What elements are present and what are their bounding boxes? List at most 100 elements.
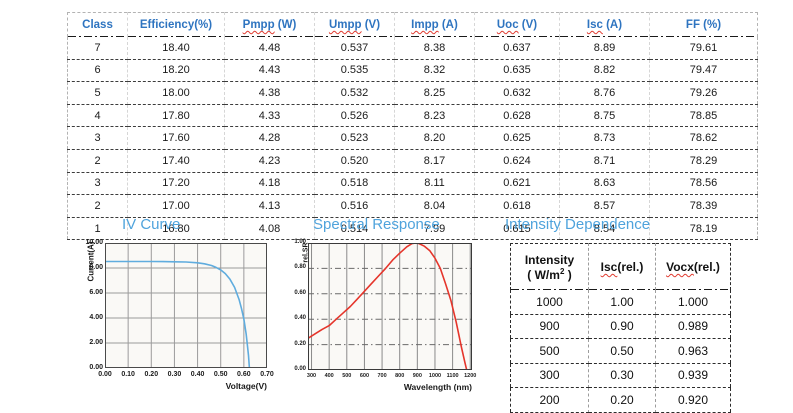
electrical-table-cell: 8.57	[559, 194, 650, 218]
iv-y-tick-label: 10.00	[85, 239, 103, 246]
electrical-table-cell: 78.19	[649, 217, 758, 241]
electrical-table-cell: 8.63	[559, 172, 650, 196]
sr-curve-line	[308, 243, 468, 370]
electrical-table-cell: 17.80	[127, 104, 225, 128]
intensity-table-cell: 500	[510, 338, 589, 364]
sr-y-tick-label: 0.80	[294, 264, 306, 271]
column-header-class: Class	[67, 12, 128, 37]
electrical-table-row: 7 18.40 4.48 0.537 8.38 0.637 8.89 79.61	[67, 37, 758, 60]
intensity-table-cell: 0.989	[655, 314, 731, 339]
intensity-table-cell: 0.920	[655, 387, 731, 413]
intensity-table-cell: 1.000	[655, 290, 731, 315]
electrical-table-cell: 6	[67, 59, 128, 83]
sr-x-tick-label: 900	[412, 373, 422, 379]
electrical-table-cell: 4.48	[224, 37, 315, 60]
electrical-table-cell: 78.62	[649, 126, 758, 150]
column-header-vocx-rel: Vocx(rel.)	[655, 243, 731, 290]
column-header-ff: FF (%)	[649, 12, 758, 37]
iv-y-tick-label: 4.00	[89, 314, 103, 321]
electrical-table-cell: 0.526	[314, 104, 395, 128]
electrical-table-cell: 8.89	[559, 37, 650, 60]
intensity-table-header-row: Intensity ( W/m2 ) Isc(rel.) Vocx(rel.)	[510, 243, 731, 290]
electrical-table-row: 2 17.40 4.23 0.520 8.17 0.624 8.71 78.29	[67, 149, 758, 173]
sr-y-tick-label: 1.00	[294, 239, 306, 245]
electrical-table-cell: 79.26	[649, 81, 758, 105]
electrical-table-cell: 78.29	[649, 149, 758, 173]
intensity-table-cell: 0.20	[588, 387, 656, 413]
electrical-table-cell: 0.635	[474, 59, 560, 83]
electrical-table-cell: 8.20	[394, 126, 475, 150]
sr-x-tick-label: 600	[359, 373, 370, 379]
electrical-table-row: 3 17.20 4.18 0.518 8.11 0.621 8.63 78.56	[67, 172, 758, 196]
electrical-table-cell: 4.13	[224, 194, 315, 218]
sr-x-axis-label: Wavelength (nm)	[403, 382, 472, 392]
intensity-table-cell: 1.00	[588, 290, 656, 315]
electrical-table-cell: 4.28	[224, 126, 315, 150]
electrical-table-cell: 0.628	[474, 104, 560, 128]
iv-curve-line	[105, 260, 251, 368]
spectral-response-title: Spectral Response	[313, 216, 440, 233]
intensity-table-row: 200 0.20 0.920	[510, 387, 731, 413]
electrical-table-cell: 8.54	[559, 217, 650, 241]
electrical-table-cell: 3	[67, 172, 128, 196]
electrical-table-cell: 18.20	[127, 59, 225, 83]
sr-y-tick-label: 0.00	[294, 366, 306, 372]
electrical-table-cell: 17.00	[127, 194, 225, 218]
intensity-dependence-title: Intensity Dependence	[505, 216, 651, 233]
electrical-table-cell: 2	[67, 149, 128, 173]
electrical-table-cell: 0.625	[474, 126, 560, 150]
intensity-table-cell: 1000	[510, 290, 589, 315]
iv-curve-chart: Current(A) Voltage(V) 0.00 2.00 4.00 6.00 8.…	[80, 239, 285, 405]
sr-x-tick-label: 1000	[428, 373, 442, 379]
column-header-efficiency: Efficiency(%)	[127, 12, 225, 37]
electrical-table-cell: 0.514	[314, 217, 395, 241]
electrical-table-cell: 18.40	[127, 37, 225, 60]
electrical-table-cell: 0.632	[474, 81, 560, 105]
column-header-umpp: Umpp (V)	[314, 12, 395, 37]
iv-x-tick-label: 0.60	[237, 371, 251, 378]
sr-x-tick-label: 700	[377, 373, 387, 379]
electrical-table-row: 1 16.80 4.08 0.514 7.99 0.615 8.54 78.19	[67, 217, 758, 241]
electrical-table-cell: 4.08	[224, 217, 315, 241]
electrical-table-cell: 0.624	[474, 149, 560, 173]
intensity-table-cell: 900	[510, 314, 589, 339]
electrical-table-cell: 17.60	[127, 126, 225, 150]
sr-y-tick-label: 0.20	[294, 340, 306, 347]
electrical-table-cell: 7.99	[394, 217, 475, 241]
sr-x-tick-label: 400	[324, 373, 334, 379]
intensity-table-cell: 0.50	[588, 338, 656, 364]
electrical-table-cell: 4.43	[224, 59, 315, 83]
electrical-table-cell: 0.618	[474, 194, 560, 218]
electrical-table-cell: 78.56	[649, 172, 758, 196]
electrical-table-cell: 17.40	[127, 149, 225, 173]
electrical-table-row: 6 18.20 4.43 0.535 8.32 0.635 8.82 79.47	[67, 59, 758, 83]
electrical-table-cell: 0.516	[314, 194, 395, 218]
electrical-table-cell: 8.82	[559, 59, 650, 83]
electrical-table-row: 4 17.80 4.33 0.526 8.23 0.628 8.75 78.85	[67, 104, 758, 128]
sr-x-tick-label: 1100	[446, 373, 459, 379]
iv-y-tick-label: 0.00	[89, 364, 103, 371]
electrical-table-cell: 8.04	[394, 194, 475, 218]
intensity-table-cell: 0.90	[588, 314, 656, 339]
electrical-table-cell: 78.39	[649, 194, 758, 218]
iv-x-axis-label: Voltage(V)	[225, 381, 267, 391]
electrical-table-cell: 8.23	[394, 104, 475, 128]
electrical-table-cell: 3	[67, 126, 128, 150]
electrical-table-cell: 4.38	[224, 81, 315, 105]
electrical-table-cell: 17.20	[127, 172, 225, 196]
iv-x-tick-label: 0.30	[167, 371, 182, 378]
intensity-table-cell: 0.963	[655, 338, 731, 364]
column-header-impp: Impp (A)	[394, 12, 475, 37]
spectral-response-plot	[308, 243, 472, 370]
electrical-table-cell: 7	[67, 37, 128, 60]
iv-x-tick-label: 0.50	[213, 371, 228, 378]
intensity-header-line1: Intensity	[524, 252, 575, 267]
intensity-table-row: 500 0.50 0.963	[510, 338, 731, 364]
electrical-table-cell: 4	[67, 104, 128, 128]
sr-x-tick-label: 500	[342, 373, 352, 379]
electrical-table-cell: 4.18	[224, 172, 315, 196]
iv-x-tick-label: 0.20	[144, 371, 159, 378]
column-header-intensity: Intensity ( W/m2 )	[510, 243, 589, 290]
electrical-table-cell: 0.532	[314, 81, 395, 105]
sr-x-tick-label: 1200	[464, 373, 477, 379]
